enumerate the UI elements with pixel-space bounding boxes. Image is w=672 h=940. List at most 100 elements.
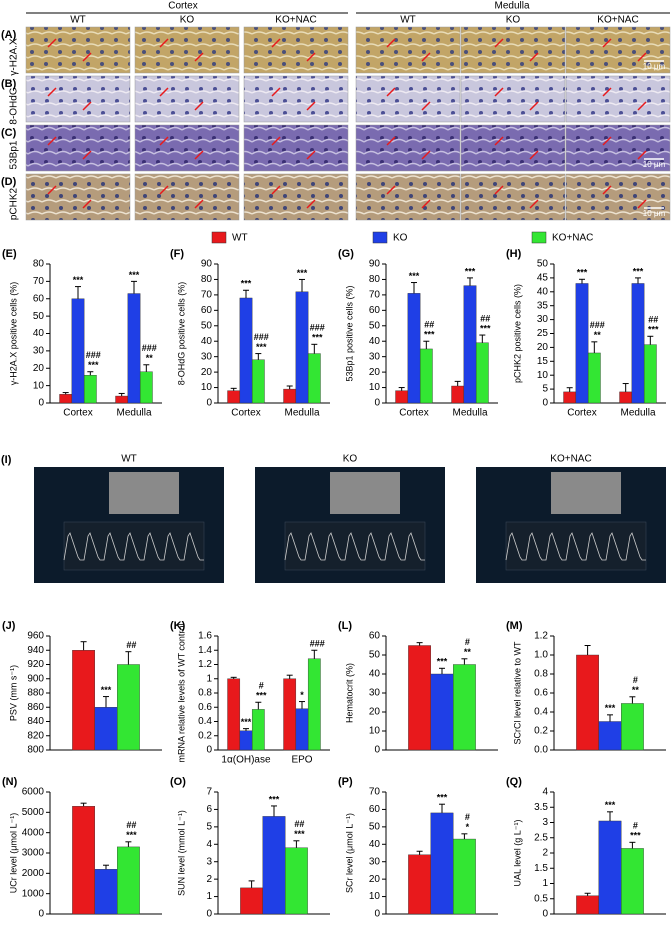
- panel-label: (H): [506, 248, 522, 260]
- bar: [72, 806, 96, 915]
- panel-label: (E): [2, 248, 17, 260]
- bar: [643, 344, 657, 404]
- ultrasound-image: [551, 472, 621, 514]
- y-tick-label: 50: [537, 259, 549, 270]
- scale-label: 10 μm: [643, 62, 666, 71]
- scale-label: 10 μm: [643, 160, 666, 169]
- y-axis-label: SCr level (μmol L⁻¹): [344, 813, 354, 893]
- y-tick-label: 30: [537, 314, 549, 325]
- bar: [127, 293, 141, 404]
- significance: **: [146, 353, 154, 363]
- bar: [619, 391, 633, 404]
- bar: [621, 703, 644, 751]
- y-tick-label: 2000: [22, 868, 45, 879]
- charts: (E)γ-H2A.X positive cells (%)01020304050…: [2, 248, 666, 920]
- arrow: [529, 199, 539, 209]
- y-tick-label: 820: [27, 730, 44, 741]
- micrograph: [460, 173, 566, 221]
- panel-label: (C): [1, 127, 17, 139]
- panel-label: (A): [1, 29, 17, 41]
- doppler-wave: [63, 532, 204, 561]
- bar: [251, 359, 265, 404]
- bar: [621, 848, 644, 915]
- y-tick-label: 80: [369, 274, 381, 285]
- significance: ***: [633, 266, 644, 276]
- doppler-wave: [284, 532, 425, 561]
- y-axis-label: mRNA relative levels of WT control: [176, 624, 186, 763]
- panel-label: (D): [1, 176, 17, 188]
- significance: ***: [605, 703, 616, 713]
- significance: ##: [294, 819, 304, 829]
- y-tick-label: 940: [27, 645, 44, 656]
- arrow: [159, 87, 169, 97]
- y-tick-label: 10: [201, 382, 213, 393]
- significance: ***: [312, 333, 323, 343]
- y-tick-label: 0: [206, 745, 212, 756]
- bar: [453, 664, 476, 751]
- y-tick-label: 1.2: [534, 631, 548, 642]
- stain-label: 53Bp1: [9, 140, 20, 169]
- y-tick-label: 0.0: [534, 745, 548, 756]
- y-tick-label: 40: [369, 669, 381, 680]
- stain-label: 8-OHdG: [9, 87, 20, 124]
- y-tick-label: 0: [38, 909, 44, 920]
- scale-label: 10 μm: [643, 209, 666, 218]
- y-tick-label: 50: [369, 821, 381, 832]
- y-tick-label: 10: [537, 370, 549, 381]
- bar: [83, 375, 97, 404]
- micrograph: [25, 26, 131, 74]
- arrow: [386, 87, 396, 97]
- significance: ***: [409, 271, 420, 281]
- y-tick-label: 40: [369, 336, 381, 347]
- bar: [295, 708, 309, 751]
- bar: [576, 654, 600, 751]
- arrow: [637, 101, 647, 111]
- y-tick-label: 20: [537, 342, 549, 353]
- legend-swatch: [211, 231, 227, 244]
- micrograph: [134, 75, 240, 123]
- significance: ###: [142, 343, 157, 353]
- column-label: KO: [506, 15, 521, 26]
- y-tick-label: 20: [369, 874, 381, 885]
- arrow: [194, 150, 204, 160]
- ultrasound-image: [330, 472, 400, 514]
- micrograph: [134, 124, 240, 172]
- significance: ***: [241, 279, 252, 289]
- arrow: [386, 185, 396, 195]
- bar: [407, 293, 421, 404]
- arrow: [47, 38, 57, 48]
- micrograph: [565, 26, 671, 74]
- y-tick-label: 60: [369, 804, 381, 815]
- y-tick-label: 40: [369, 839, 381, 850]
- significance: ###: [310, 323, 325, 333]
- y-tick-label: 30: [369, 351, 381, 362]
- micrograph: [134, 26, 240, 74]
- panel-label: (L): [338, 620, 352, 632]
- panel-label: (K): [170, 620, 186, 632]
- y-tick-label: 0.6: [198, 702, 212, 713]
- significance: ***: [294, 829, 305, 839]
- y-tick-label: 50: [201, 320, 213, 331]
- y-tick-label: 0: [206, 909, 212, 920]
- y-tick-label: 0.8: [198, 688, 212, 699]
- y-tick-label: 70: [369, 290, 381, 301]
- significance: ***: [241, 717, 252, 727]
- arrow: [306, 199, 316, 209]
- significance: ***: [256, 342, 267, 352]
- micrograph: [460, 75, 566, 123]
- ultrasound-image: [109, 472, 179, 514]
- y-tick-label: 80: [201, 274, 213, 285]
- arrow: [421, 199, 431, 209]
- arrow: [159, 136, 169, 146]
- y-tick-label: 4: [206, 839, 212, 850]
- y-tick-label: 3.5: [534, 802, 548, 813]
- y-tick-label: 60: [201, 305, 213, 316]
- y-axis-label: UCr level (μmol L⁻¹): [8, 813, 18, 893]
- significance: ***: [480, 323, 491, 333]
- y-tick-label: 1.5: [534, 863, 548, 874]
- y-tick-label: 50: [33, 311, 45, 322]
- panel-label: (I): [1, 454, 12, 466]
- legend-label: KO+NAC: [552, 233, 593, 244]
- y-tick-label: 0: [374, 745, 380, 756]
- y-tick-label: 1: [206, 673, 212, 684]
